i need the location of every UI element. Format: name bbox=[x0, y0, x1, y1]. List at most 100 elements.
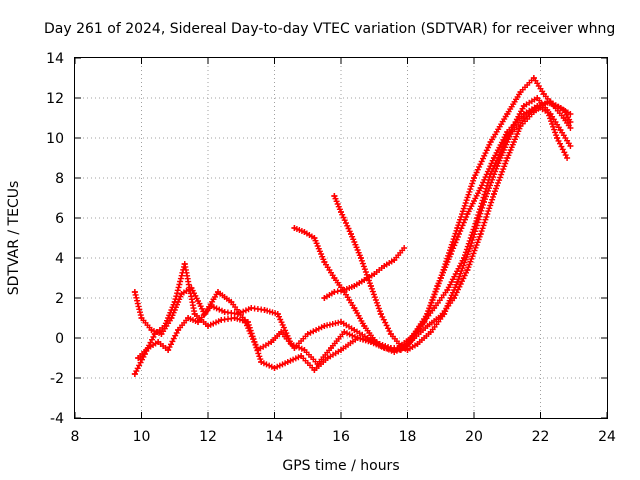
data-point bbox=[234, 311, 241, 317]
data-point bbox=[421, 319, 428, 325]
y-tick-label: 14 bbox=[46, 51, 64, 67]
x-tick-label: 12 bbox=[199, 429, 217, 445]
data-point bbox=[371, 337, 378, 343]
data-point bbox=[424, 323, 431, 329]
data-point bbox=[338, 209, 344, 215]
plot-frame bbox=[74, 57, 608, 419]
series-track-5 bbox=[331, 99, 574, 353]
y-tick-label: 0 bbox=[55, 331, 64, 347]
data-point bbox=[557, 127, 564, 133]
data-point bbox=[131, 289, 138, 295]
data-point bbox=[520, 115, 527, 121]
data-point bbox=[507, 131, 514, 137]
data-point bbox=[298, 353, 305, 359]
data-point bbox=[567, 119, 574, 125]
data-point bbox=[135, 355, 142, 361]
data-point bbox=[271, 365, 278, 371]
series-trace bbox=[291, 99, 571, 353]
data-point bbox=[490, 155, 497, 161]
data-point bbox=[331, 193, 338, 199]
data-point bbox=[311, 367, 318, 373]
data-point bbox=[504, 155, 511, 161]
data-series bbox=[131, 75, 574, 377]
x-tick-label: 24 bbox=[598, 429, 616, 445]
data-point bbox=[188, 285, 195, 291]
y-tick-label: 10 bbox=[46, 131, 64, 147]
data-point bbox=[391, 347, 398, 353]
data-point bbox=[284, 359, 291, 365]
data-point bbox=[191, 311, 198, 317]
data-point bbox=[427, 329, 434, 335]
data-point bbox=[504, 129, 511, 135]
data-point bbox=[361, 277, 368, 283]
data-point bbox=[254, 347, 261, 353]
data-point bbox=[357, 255, 364, 261]
data-point bbox=[185, 315, 192, 321]
data-point bbox=[391, 257, 398, 263]
data-point bbox=[517, 89, 524, 95]
data-point bbox=[547, 111, 554, 117]
series-trace bbox=[331, 99, 573, 353]
data-point bbox=[228, 299, 235, 305]
data-point bbox=[201, 311, 208, 317]
data-point bbox=[138, 315, 145, 321]
data-point bbox=[560, 115, 567, 121]
data-point bbox=[477, 185, 484, 191]
data-point bbox=[351, 305, 358, 311]
data-point bbox=[471, 175, 477, 181]
data-point bbox=[304, 331, 311, 337]
data-point bbox=[367, 339, 374, 345]
data-point bbox=[454, 279, 461, 285]
data-point bbox=[278, 329, 285, 335]
data-point bbox=[387, 331, 394, 337]
data-point bbox=[145, 345, 152, 351]
data-point bbox=[205, 323, 211, 329]
data-point bbox=[158, 331, 165, 337]
data-point bbox=[331, 289, 338, 295]
data-point bbox=[324, 355, 331, 361]
data-point bbox=[261, 307, 268, 313]
data-point bbox=[248, 305, 255, 311]
chart-title: Day 261 of 2024, Sidereal Day-to-day VTE… bbox=[44, 21, 615, 37]
data-point bbox=[414, 341, 421, 347]
data-point bbox=[411, 335, 418, 341]
x-tick-label: 8 bbox=[71, 429, 80, 445]
y-tick-label: 6 bbox=[55, 211, 64, 227]
data-point bbox=[331, 275, 338, 281]
y-tick-label: -2 bbox=[50, 371, 64, 387]
data-point bbox=[354, 335, 361, 341]
data-point bbox=[547, 99, 554, 105]
data-point bbox=[341, 287, 348, 293]
x-tick-label: 16 bbox=[332, 429, 350, 445]
y-axis-label: SDTVAR / TECUs bbox=[6, 181, 22, 296]
data-point bbox=[441, 311, 448, 317]
data-point bbox=[554, 135, 561, 141]
data-point bbox=[208, 303, 215, 309]
data-point bbox=[564, 155, 571, 161]
x-tick-label: 14 bbox=[266, 429, 284, 445]
y-tick-label: -4 bbox=[50, 411, 64, 427]
data-point bbox=[520, 103, 527, 109]
data-point bbox=[181, 261, 188, 267]
data-point bbox=[131, 371, 138, 377]
data-point bbox=[221, 309, 228, 315]
series-track-4 bbox=[291, 99, 574, 353]
data-point bbox=[341, 329, 348, 335]
data-point bbox=[301, 347, 308, 353]
data-point bbox=[567, 111, 574, 117]
x-tick-label: 20 bbox=[465, 429, 483, 445]
x-tick-label: 10 bbox=[133, 429, 151, 445]
data-point bbox=[434, 283, 441, 289]
data-point bbox=[175, 327, 182, 333]
data-point bbox=[530, 75, 537, 81]
data-point bbox=[347, 231, 354, 237]
data-point bbox=[168, 315, 175, 321]
data-point bbox=[381, 263, 388, 269]
data-point bbox=[567, 125, 574, 131]
series-track-1 bbox=[131, 75, 574, 377]
x-tick-label: 18 bbox=[399, 429, 417, 445]
data-point bbox=[467, 243, 474, 249]
data-point bbox=[371, 271, 378, 277]
